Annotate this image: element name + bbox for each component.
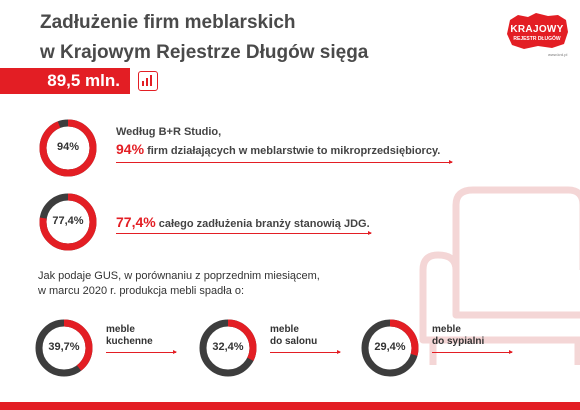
gus-item1-line1: meble	[106, 324, 135, 335]
donut-chart-kuchenne	[35, 319, 93, 377]
donut-94-value-arc	[39, 119, 97, 177]
gus-item2-line2: do salonu	[270, 336, 318, 347]
gus-item3-label: meble do sypialni	[432, 324, 484, 348]
bottom-bar	[0, 402, 580, 410]
logo-text-krajowy: KRAJOWY	[510, 24, 564, 35]
logo-url: www.krd.pl	[548, 52, 568, 57]
donut-29-4-value-arc	[361, 319, 419, 377]
gus-item1-line2: kuchenne	[106, 336, 153, 347]
gus-intro-line2: w marcu 2020 r. produkcja mebli spadła o…	[38, 285, 245, 297]
donut-77-4-value-arc	[39, 193, 97, 251]
fact1-underline-arrow	[116, 160, 453, 164]
gus-item2-label: meble do salonu	[270, 324, 317, 348]
gus-item2-underline	[270, 350, 341, 354]
donut-39-7-value-arc	[35, 319, 93, 377]
fact2-line-rest: całego zadłużenia branży stanowią JDG.	[155, 218, 370, 230]
title-line-2: w Krajowym Rejestrze Długów sięga	[40, 42, 369, 63]
donut-chart-salon	[199, 319, 257, 377]
fact1-line2: 94% firm działających w meblarstwie to m…	[116, 141, 440, 157]
fact1-line2-rest: firm działających w meblarstwie to mikro…	[144, 145, 441, 157]
gus-item3-line2: do sypialni	[432, 336, 485, 347]
donut-chart-mikroprzedsiebiorcy	[39, 119, 97, 177]
gus-item3-underline	[432, 350, 513, 354]
donut-value-39-7: 39,7%	[48, 341, 80, 353]
krd-logo: KRAJOWY REJESTR DŁUGÓW	[504, 12, 570, 50]
fact1-line1: Według B+R Studio,	[116, 126, 222, 138]
donut-chart-sypialnia	[361, 319, 419, 377]
gus-item1-underline	[106, 350, 177, 354]
gus-item3-line1: meble	[432, 324, 461, 335]
sofa-icon	[419, 186, 580, 365]
fact1-highlight: 94%	[116, 141, 145, 157]
gus-intro-line1: Jak podaje GUS, w porównaniu z poprzedni…	[38, 270, 320, 282]
donut-chart-jdg	[39, 193, 97, 251]
amount-badge: 89,5 mln.	[0, 68, 130, 94]
donut-value-29-4: 29,4%	[374, 341, 406, 353]
bar-chart-icon	[138, 71, 158, 91]
logo-text-rejestr: REJESTR DŁUGÓW	[513, 36, 561, 42]
fact2-highlight: 77,4%	[116, 214, 156, 230]
donut-value-94: 94%	[56, 141, 80, 153]
donut-value-32-4: 32,4%	[212, 341, 244, 353]
donut-32-4-value-arc	[199, 319, 257, 377]
gus-item2-line1: meble	[270, 324, 299, 335]
fact2-underline-arrow	[116, 231, 372, 235]
gus-item1-label: meble kuchenne	[106, 324, 153, 348]
title-line-1: Zadłużenie firm meblarskich	[40, 12, 296, 33]
fact2-line: 77,4% całego zadłużenia branży stanowią …	[116, 214, 370, 230]
donut-value-77-4: 77,4%	[52, 215, 84, 227]
